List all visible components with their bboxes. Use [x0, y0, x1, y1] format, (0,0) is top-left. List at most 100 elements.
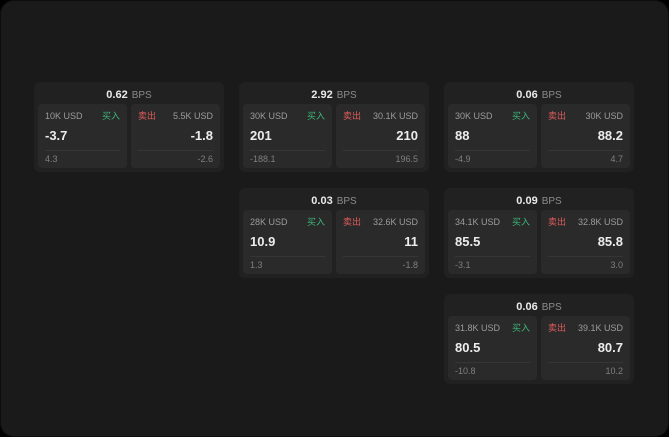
sell-price: 210 — [396, 128, 418, 144]
sell-price: 11 — [404, 234, 418, 250]
sell-panel[interactable]: 卖出 39.1K USD 80.7 10.2 — [541, 316, 630, 380]
quote-grid: 0.62 BPS 10K USD 买入 -3.7 4.3 卖出 5.5K USD — [34, 82, 634, 384]
buy-panel[interactable]: 30K USD 买入 88 -4.9 — [448, 104, 537, 168]
buy-price: 201 — [250, 128, 272, 144]
buy-delta: 4.3 — [45, 150, 120, 164]
sell-amount: 5.5K USD — [172, 110, 213, 121]
quote-body: 10K USD 买入 -3.7 4.3 卖出 5.5K USD -1.8 -2.… — [38, 104, 220, 168]
buy-panel-top: 10K USD 买入 — [45, 109, 120, 122]
bps-unit: BPS — [131, 89, 152, 101]
quote-card: 2.92 BPS 30K USD 买入 201 -188.1 卖出 30.1K … — [239, 82, 429, 172]
sell-side-label: 卖出 — [548, 217, 567, 227]
sell-panel[interactable]: 卖出 30.1K USD 210 196.5 — [336, 104, 425, 168]
bps-value: 0.06 — [516, 89, 538, 101]
sell-panel-top: 卖出 30K USD — [548, 109, 623, 122]
sell-amount: 32.6K USD — [372, 216, 418, 227]
sell-delta: -2.6 — [138, 150, 213, 164]
buy-panel[interactable]: 34.1K USD 买入 85.5 -3.1 — [448, 210, 537, 274]
sell-delta: 3.0 — [548, 256, 623, 270]
sell-delta: 10.2 — [548, 362, 623, 376]
sell-delta: -1.8 — [343, 256, 418, 270]
quote-body: 30K USD 买入 201 -188.1 卖出 30.1K USD 210 1… — [243, 104, 425, 168]
buy-side-label: 买入 — [511, 323, 530, 333]
quote-body: 34.1K USD 买入 85.5 -3.1 卖出 32.8K USD 85.8… — [448, 210, 630, 274]
sell-side-label: 卖出 — [343, 217, 362, 227]
sell-price: -1.8 — [190, 128, 213, 144]
bps-header: 0.03 BPS — [243, 192, 425, 210]
buy-panel[interactable]: 28K USD 买入 10.9 1.3 — [243, 210, 332, 274]
quote-body: 28K USD 买入 10.9 1.3 卖出 32.6K USD 11 -1.8 — [243, 210, 425, 274]
sell-panel-top: 卖出 39.1K USD — [548, 321, 623, 334]
bps-unit: BPS — [336, 195, 357, 207]
sell-panel-top: 卖出 5.5K USD — [138, 109, 213, 122]
bps-value: 0.06 — [516, 301, 538, 313]
sell-price: 85.8 — [597, 234, 623, 250]
sell-delta: 4.7 — [548, 150, 623, 164]
buy-panel-top: 30K USD 买入 — [250, 109, 325, 122]
sell-panel-top: 卖出 30.1K USD — [343, 109, 418, 122]
buy-side-label: 买入 — [511, 217, 530, 227]
buy-price: 88 — [455, 128, 470, 144]
buy-price: 80.5 — [455, 340, 481, 356]
buy-delta: -3.1 — [455, 256, 530, 270]
buy-amount: 30K USD — [455, 110, 493, 121]
bps-value: 0.03 — [311, 195, 333, 207]
sell-panel-top: 卖出 32.6K USD — [343, 215, 418, 228]
bps-unit: BPS — [541, 301, 562, 313]
buy-amount: 30K USD — [250, 110, 288, 121]
quote-body: 30K USD 买入 88 -4.9 卖出 30K USD 88.2 4.7 — [448, 104, 630, 168]
bps-value: 0.09 — [516, 195, 538, 207]
sell-price: 88.2 — [597, 128, 623, 144]
bps-header: 2.92 BPS — [243, 86, 425, 104]
buy-side-label: 买入 — [101, 111, 120, 121]
quote-body: 31.8K USD 买入 80.5 -10.8 卖出 39.1K USD 80.… — [448, 316, 630, 380]
bps-header: 0.09 BPS — [448, 192, 630, 210]
sell-side-label: 卖出 — [548, 111, 567, 121]
buy-panel-top: 34.1K USD 买入 — [455, 215, 530, 228]
sell-amount: 39.1K USD — [577, 322, 623, 333]
buy-delta: -188.1 — [250, 150, 325, 164]
bps-header: 0.06 BPS — [448, 86, 630, 104]
buy-panel[interactable]: 31.8K USD 买入 80.5 -10.8 — [448, 316, 537, 380]
buy-panel[interactable]: 10K USD 买入 -3.7 4.3 — [38, 104, 127, 168]
sell-side-label: 卖出 — [138, 111, 157, 121]
sell-side-label: 卖出 — [343, 111, 362, 121]
buy-panel-top: 30K USD 买入 — [455, 109, 530, 122]
bps-unit: BPS — [336, 89, 357, 101]
buy-side-label: 买入 — [306, 217, 325, 227]
sell-price: 80.7 — [597, 340, 623, 356]
buy-panel-top: 31.8K USD 买入 — [455, 321, 530, 334]
buy-amount: 31.8K USD — [455, 322, 501, 333]
sell-amount: 32.8K USD — [577, 216, 623, 227]
sell-panel-top: 卖出 32.8K USD — [548, 215, 623, 228]
quote-card: 0.62 BPS 10K USD 买入 -3.7 4.3 卖出 5.5K USD — [34, 82, 224, 172]
sell-amount: 30.1K USD — [372, 110, 418, 121]
bps-header: 0.62 BPS — [38, 86, 220, 104]
quote-card: 0.06 BPS 31.8K USD 买入 80.5 -10.8 卖出 39.1… — [444, 294, 634, 384]
quote-card: 0.03 BPS 28K USD 买入 10.9 1.3 卖出 32.6K US… — [239, 188, 429, 278]
bps-header: 0.06 BPS — [448, 298, 630, 316]
sell-side-label: 卖出 — [548, 323, 567, 333]
quote-card: 0.09 BPS 34.1K USD 买入 85.5 -3.1 卖出 32.8K… — [444, 188, 634, 278]
sell-amount: 30K USD — [585, 110, 623, 121]
buy-panel[interactable]: 30K USD 买入 201 -188.1 — [243, 104, 332, 168]
quote-card: 0.06 BPS 30K USD 买入 88 -4.9 卖出 30K USD — [444, 82, 634, 172]
buy-amount: 34.1K USD — [455, 216, 501, 227]
sell-panel[interactable]: 卖出 5.5K USD -1.8 -2.6 — [131, 104, 220, 168]
buy-side-label: 买入 — [306, 111, 325, 121]
buy-price: 10.9 — [250, 234, 276, 250]
sell-delta: 196.5 — [343, 150, 418, 164]
sell-panel[interactable]: 卖出 32.8K USD 85.8 3.0 — [541, 210, 630, 274]
bps-unit: BPS — [541, 195, 562, 207]
buy-side-label: 买入 — [511, 111, 530, 121]
buy-panel-top: 28K USD 买入 — [250, 215, 325, 228]
sell-panel[interactable]: 卖出 32.6K USD 11 -1.8 — [336, 210, 425, 274]
bps-value: 2.92 — [311, 89, 333, 101]
bps-value: 0.62 — [106, 89, 128, 101]
sell-panel[interactable]: 卖出 30K USD 88.2 4.7 — [541, 104, 630, 168]
buy-delta: -4.9 — [455, 150, 530, 164]
buy-delta: 1.3 — [250, 256, 325, 270]
buy-amount: 10K USD — [45, 110, 83, 121]
bps-unit: BPS — [541, 89, 562, 101]
